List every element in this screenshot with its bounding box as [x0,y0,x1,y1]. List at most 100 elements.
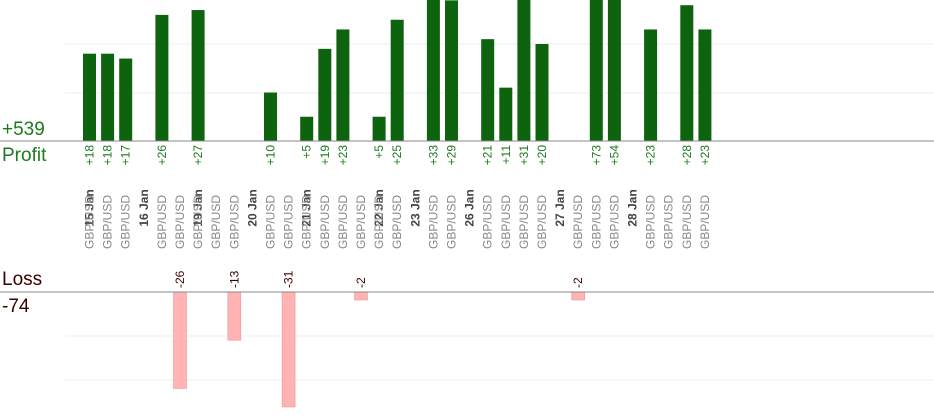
pair-label: GBP/USD [101,195,115,249]
loss-bar [354,291,368,301]
loss-bar [173,291,187,389]
pair-label: GBP/USD [426,195,440,249]
pair-label: GBP/USD [318,195,332,249]
pair-label: GBP/USD [698,195,712,249]
profit-bar [318,48,332,141]
profit-bar [644,29,658,142]
profit-value-label: +10 [264,145,278,166]
profit-bar [372,116,386,141]
pair-label: GBP/USD [481,195,495,249]
profit-value-label: +23 [644,145,658,166]
profit-value-label: +26 [155,145,169,166]
date-label: 20 Jan [245,189,259,226]
profit-value-label: +23 [698,145,712,166]
loss-bars [173,291,586,408]
pair-label: GBP/USD [499,195,513,249]
profit-bar [155,14,169,141]
pair-label: GBP/USD [209,195,223,249]
pair-label: GBP/USD [227,195,241,249]
loss-grid [65,335,934,381]
profit-value-label: +18 [83,145,97,166]
profit-bar [426,0,440,141]
date-label: 19 Jan [191,189,205,226]
profit-bar [535,44,549,141]
pair-label: GBP/USD [607,195,621,249]
pair-label: GBP/USD [517,195,531,249]
profit-value-label: +73 [589,145,603,166]
profit-bar [680,5,694,142]
date-label: 15 Jan [83,189,97,226]
profit-bar [83,53,96,142]
pair-label: GBP/USD [571,195,585,249]
pair-label: GBP/USD [119,195,133,249]
pair-label: GBP/USD [173,195,187,249]
loss-bar [227,291,242,341]
profit-bar [589,0,603,141]
pair-label: GBP/USD [191,195,205,249]
date-label: 22 Jan [372,189,386,226]
profit-value-label: +18 [101,145,115,166]
profit-bar [264,92,277,141]
pair-labels: GBP/USD GBP/USD GBP/USD GBP/USD GBP/USD GBP/U… [83,195,712,249]
profit-bar [698,29,712,142]
loss-value-label: -2 [354,277,368,288]
profit-bar [300,116,314,141]
pair-label: GBP/USD [644,195,658,249]
loss-value-label: -13 [227,270,241,288]
pair-label: GBP/USD [662,195,676,249]
profit-value-label: +5 [372,145,386,159]
profit-bar [101,53,115,142]
date-label: 23 Jan [408,189,422,226]
pair-label: GBP/USD [83,195,97,249]
pair-label: GBP/USD [445,195,459,249]
loss-label: Loss [2,269,43,290]
loss-value-label: -2 [571,277,585,288]
date-label: 27 Jan [553,189,567,226]
pair-label: GBP/USD [282,195,296,249]
profit-bar [481,39,495,141]
date-label: 28 Jan [626,189,640,226]
profit-label: Profit [2,145,47,166]
profit-bar [607,0,621,141]
pair-label: GBP/USD [336,195,350,249]
pair-label: GBP/USD [300,195,314,249]
profit-value-label: +31 [517,145,531,166]
profit-value-label: +17 [119,145,133,166]
profit-bars [83,0,712,142]
profit-value-label: +25 [390,145,404,166]
profit-bar [336,29,350,142]
pair-label: GBP/USD [390,195,404,249]
loss-value-label: -31 [282,270,296,288]
pair-label: GBP/USD [354,195,368,249]
profit-bar [445,0,458,141]
pair-label: GBP/USD [535,195,549,249]
pair-label: GBP/USD [155,195,169,249]
loss-total: -74 [2,296,30,317]
pair-label: GBP/USD [680,195,694,249]
profit-value-label: +5 [300,145,314,159]
profit-value-label: +21 [481,145,495,166]
profit-value-label: +20 [535,145,549,166]
profit-bar [119,58,133,141]
profit-bar [191,10,205,141]
date-label: 16 Jan [137,189,151,226]
loss-bar [281,291,296,408]
loss-bar [571,291,586,301]
profit-bar [517,0,531,141]
profit-value-label: +19 [318,145,332,166]
pair-label: GBP/USD [589,195,603,249]
profit-value-label: +28 [680,145,694,166]
profit-bar [390,19,404,141]
profit-value-label: +27 [191,145,205,166]
date-label: 26 Jan [463,189,477,226]
profit-value-label: +54 [607,145,621,166]
profit-value-label: +33 [426,145,440,166]
profit-total: +539 [2,119,45,140]
date-label: 21 Jan [300,189,314,226]
profit-value-label: +29 [445,145,459,166]
loss-value-label: -26 [173,270,187,288]
date-labels: 15 Jan 16 Jan 19 Jan 20 Jan 21 Jan 22 Jan 23 J… [83,189,640,226]
trade-labels: +18 +18 +17 +26 -26 +27 -13 +10 -31 +5 +19 +23 -2 +5 +… [83,145,712,288]
pair-label: GBP/USD [264,195,278,249]
